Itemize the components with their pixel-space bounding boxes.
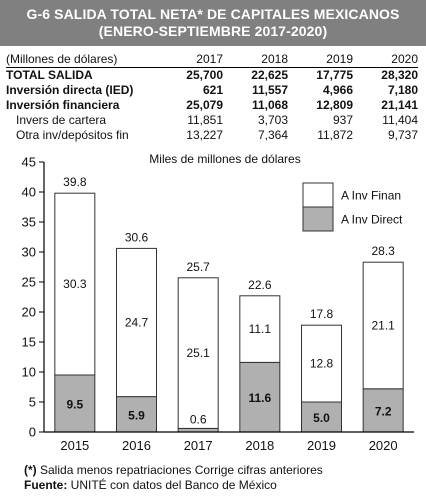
year-header: 2019 [288,52,353,68]
total-label: 22.6 [248,278,272,292]
legend-label-finan: A Inv Finan [341,189,401,203]
cell-value: 937 [332,113,353,127]
title-bar: G-6 SALIDA TOTAL NETA* DE CAPITALES MEXI… [0,0,426,46]
table-row: TOTAL SALIDA 25,700 22,625 17,775 28,320 [6,68,418,84]
total-label: 39.8 [63,175,87,189]
row-label: Inversión financiera [6,98,120,112]
cell-value: 25,079 [186,98,223,112]
cell-value: 13,227 [186,128,223,142]
finan-value-label: 25.1 [186,346,210,360]
cell-value: 3,703 [257,113,288,127]
cell-value: 22,625 [251,68,288,82]
total-label: 30.6 [125,230,149,244]
table-row: Inversión financiera 25,079 11,068 12,80… [6,98,418,113]
x-tick-label: 2015 [60,438,89,453]
finan-value-label: 11.1 [249,322,272,336]
row-label: TOTAL SALIDA [6,68,93,82]
total-label: 28.3 [371,244,395,258]
cell-value: 11,851 [187,113,223,127]
y-tick-label: 35 [22,215,36,230]
finan-value-label: 21.1 [371,319,395,333]
y-tick-label: 20 [22,305,36,320]
x-tick-label: 2016 [122,438,151,453]
footnote: (*) Salida menos repatriaciones Corrige … [24,463,323,478]
source-label: Fuente: [24,478,68,492]
total-label: 17.8 [310,307,334,321]
total-label: 25.7 [186,260,210,274]
bar-segment-finan [54,192,96,376]
y-tick-label: 5 [29,395,36,410]
bar-segment-finan [116,247,157,398]
source-text: UNITÉ con datos del Banco de México [67,478,277,492]
bar-segment-finan [239,295,281,363]
x-tick-label: 2019 [307,438,336,453]
bar-segment-direct [362,388,404,433]
cell-value: 28,320 [381,68,418,82]
legend-label-direct: A Inv Direct [341,213,403,227]
legend-swatch-direct [302,206,334,232]
x-tick-label: 2018 [245,438,274,453]
legend-swatch-finan [302,182,334,208]
direct-value-label: 5.0 [313,411,330,425]
year-header: 2017 [158,52,223,68]
cell-value: 7,180 [387,83,418,97]
unit-label: (Millones de dólares) [6,52,158,68]
cell-value: 25,700 [186,68,223,82]
stacked-bar-chart: Miles de millones de dólares 0 5 10 15 20 25 30… [22,152,414,453]
finan-value-label: 12.8 [310,357,334,371]
y-tick-label: 30 [22,245,36,260]
chart-title: G-6 SALIDA TOTAL NETA* DE CAPITALES MEXI… [26,6,400,22]
chart-title-units: Miles de millones de dólares [149,152,300,166]
row-label: Invers de cartera [16,113,107,127]
year-header: 2020 [353,52,418,68]
cell-value: 11,404 [382,113,418,127]
cell-value: 7,364 [257,128,288,142]
cell-value: 11,872 [317,128,353,142]
footnote-text: Salida menos repatriaciones Corrige cifr… [36,463,323,477]
data-table: (Millones de dólares) 2017 2018 2019 202… [6,52,418,143]
cell-value: 12,809 [316,98,353,112]
direct-value-label: 9.5 [66,398,83,412]
direct-value-label: 7.2 [375,404,392,418]
table-row: Inversión directa (IED) 621 11,557 4,966… [6,83,418,98]
cell-value: 11,068 [251,98,288,112]
table-header-row: (Millones de dólares) 2017 2018 2019 202… [6,52,418,68]
source-line: Fuente: UNITÉ con datos del Banco de Méx… [24,478,277,493]
x-tick-label: 2020 [369,438,398,453]
x-tick-label: 2017 [184,438,213,453]
table-row: Otra inv/depósitos fin 13,227 7,364 11,8… [6,128,418,143]
chart-subtitle: (ENERO-SEPTIEMBRE 2017-2020) [98,23,328,39]
finan-value-label: 30.3 [63,277,87,291]
finan-value-label: 24.7 [125,316,149,330]
cell-value: 21,141 [381,98,418,112]
y-tick-label: 45 [22,155,36,170]
footnote-marker: (*) [24,463,37,477]
cell-value: 11,557 [251,83,288,97]
bar-segment-finan [362,261,404,390]
bar-segment-direct [239,361,281,433]
direct-value-label: 11.6 [248,391,271,405]
y-tick-label: 25 [22,275,36,290]
bar-segment-finan [301,324,342,403]
direct-value-label: 5.9 [128,408,145,422]
year-header: 2018 [223,52,288,68]
row-label: Otra inv/depósitos fin [16,128,129,142]
cell-value: 17,775 [316,68,353,82]
table-row: Invers de cartera 11,851 3,703 937 11,40… [6,113,418,128]
y-tick-label: 0 [29,425,36,440]
bar-segment-finan [177,277,219,429]
cell-value: 4,966 [322,83,353,97]
y-tick-label: 40 [22,185,36,200]
cell-value: 621 [202,83,223,97]
direct-value-label: 0.6 [190,412,207,426]
y-tick-label: 15 [22,335,36,350]
row-label: Inversión directa (IED) [6,83,134,97]
cell-value: 9,737 [387,128,418,142]
y-tick-label: 10 [22,365,36,380]
